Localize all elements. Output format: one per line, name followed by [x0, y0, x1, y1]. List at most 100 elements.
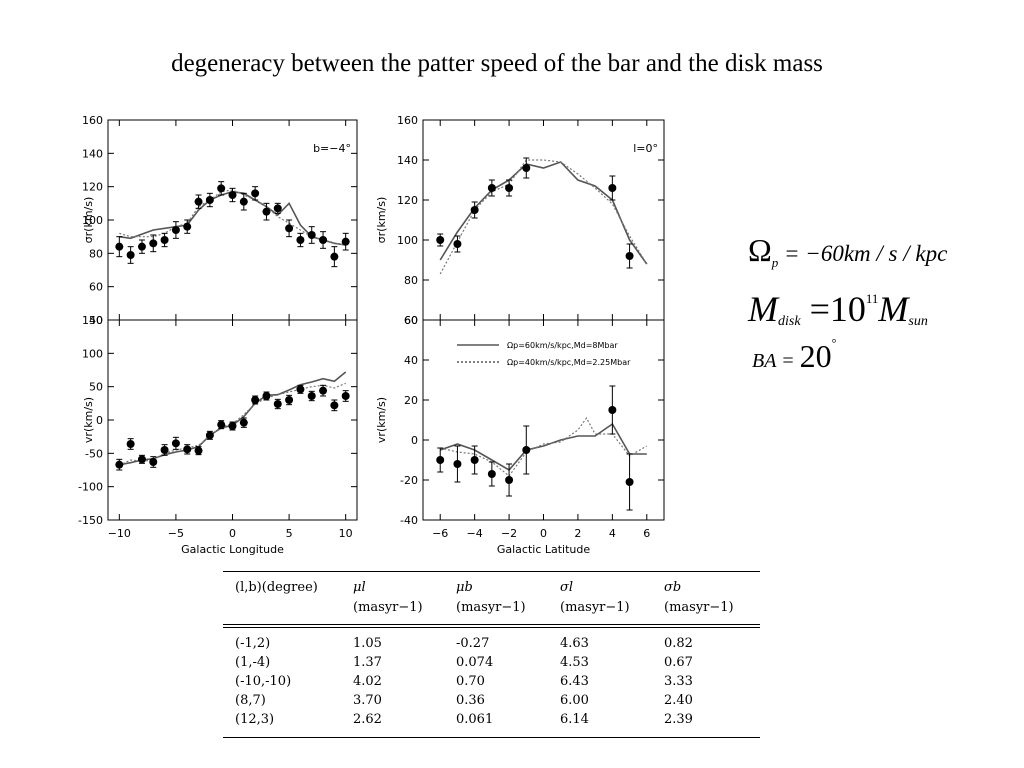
data-point: [470, 456, 479, 464]
mass-symbol-sun: M: [878, 289, 909, 329]
data-point: [126, 440, 135, 448]
data-point: [171, 439, 180, 448]
data-point: [487, 184, 496, 192]
panel-annotation: l=0°: [633, 142, 658, 155]
data-point: [137, 455, 146, 464]
data-point: [171, 226, 180, 234]
y-axis-label: σr(km/s): [375, 197, 388, 244]
y-axis-label: vr(km/s): [375, 397, 388, 443]
data-point: [205, 431, 214, 440]
x-tick-label: 5: [286, 527, 293, 540]
y-tick-label: 100: [82, 214, 103, 227]
x-tick-label: −6: [432, 527, 448, 540]
y-tick-label: 80: [89, 247, 103, 260]
data-point: [436, 456, 445, 464]
data-point: [470, 206, 479, 214]
data-point: [625, 478, 634, 486]
mass-subscript: disk: [778, 314, 801, 329]
data-point: [194, 446, 203, 455]
table-row: (-1,2) 1.05 -0.27 4.63 0.82: [235, 636, 693, 651]
y-tick-label: 60: [404, 314, 418, 327]
x-tick-label: −5: [168, 527, 184, 540]
x-tick-label: 4: [609, 527, 616, 540]
data-point: [608, 184, 617, 192]
x-tick-label: −2: [501, 527, 517, 540]
solid-model-line: [439, 161, 648, 265]
data-point: [228, 191, 237, 199]
data-point: [453, 460, 462, 468]
legend-label: Ωp=40km/s/kpc,Md=2.25Mbar: [507, 358, 631, 367]
pattern-speed-equation: Ωp = −60km / s / kpc: [748, 232, 947, 271]
data-point: [273, 400, 282, 408]
y-tick-label: 60: [89, 281, 103, 294]
data-point: [522, 164, 531, 172]
y-tick-label: 60: [404, 314, 418, 327]
data-point: [228, 422, 237, 430]
y-tick-label: 20: [404, 394, 418, 407]
disk-mass-equation: Mdisk =1011Msun: [748, 288, 928, 330]
data-point: [205, 196, 214, 204]
y-tick-label: 0: [411, 434, 418, 447]
y-tick-label: 160: [397, 114, 418, 127]
y-tick-label: 0: [96, 414, 103, 427]
data-point: [522, 446, 531, 454]
y-tick-label: -150: [78, 514, 103, 527]
y-tick-label: 120: [82, 181, 103, 194]
y-tick-label: 100: [397, 234, 418, 247]
bar-angle-equation: BA = 20°: [752, 336, 836, 375]
data-point: [330, 252, 339, 261]
legend-label: Ωp=60km/s/kpc,Md=8Mbar: [507, 341, 618, 350]
dotted-model-line: [440, 416, 648, 477]
table-row: (-10,-10) 4.02 0.70 6.43 3.33: [235, 674, 693, 689]
header-sigma-l: σl (masyr−1): [560, 580, 630, 615]
data-point: [453, 240, 462, 248]
data-point: [262, 392, 271, 400]
header-mu-b: μb (masyr−1): [456, 580, 526, 615]
data-point: [137, 242, 146, 251]
data-point: [285, 224, 294, 233]
data-point: [285, 396, 294, 404]
data-point: [251, 189, 260, 198]
panel-top-left: 40 60 80 100 120 140 160 σr(km/s) b=−4°: [82, 114, 358, 327]
x-tick-label: 0: [229, 527, 236, 540]
y-tick-label: 80: [404, 274, 418, 287]
figure-panels: 406080100120140160σr(km/s)b=−4°608010012…: [78, 114, 665, 556]
data-point: [239, 197, 248, 206]
y-tick-label: 50: [89, 381, 103, 394]
y-tick-label: -40: [400, 514, 418, 527]
y-axis-label: σr(km/s): [82, 197, 95, 244]
omega-subscript: p: [771, 255, 779, 270]
x-tick-label: −10: [108, 527, 131, 540]
x-tick-label: 2: [574, 527, 581, 540]
table-header: (l,b)(degree) μl (masyr−1) μb (masyr−1) σl…: [223, 572, 760, 624]
data-point: [194, 197, 203, 206]
dotted-model-line: [439, 159, 648, 275]
data-point: [183, 445, 192, 454]
y-tick-label: 160: [82, 114, 103, 127]
x-tick-label: 10: [339, 527, 353, 540]
data-point: [608, 406, 617, 414]
data-point: [436, 236, 445, 244]
data-point: [625, 252, 634, 260]
table-row: (8,7) 3.70 0.36 6.00 2.40: [235, 693, 693, 708]
plot-frame: [422, 319, 665, 521]
data-point: [307, 392, 316, 400]
mass-value: =10: [800, 289, 866, 329]
data-point: [505, 476, 514, 484]
data-point: [296, 385, 305, 394]
data-point: [341, 392, 350, 400]
data-point: [296, 236, 305, 244]
data-point: [149, 239, 158, 248]
plot-frame: [107, 319, 358, 521]
table-row: (12,3) 2.62 0.061 6.14 2.39: [235, 712, 693, 727]
mass-symbol: M: [748, 289, 778, 329]
x-axis-label: Galactic Latitude: [497, 543, 591, 556]
y-tick-label: -100: [78, 481, 103, 494]
solid-model-line: [119, 371, 347, 466]
proper-motion-table: (l,b)(degree) μl (masyr−1) μb (masyr−1) σl…: [223, 571, 760, 738]
data-point: [115, 242, 124, 251]
x-tick-label: 0: [540, 527, 547, 540]
data-point: [217, 420, 226, 429]
degree-symbol: °: [831, 336, 837, 350]
panel-annotation: b=−4°: [313, 142, 351, 155]
